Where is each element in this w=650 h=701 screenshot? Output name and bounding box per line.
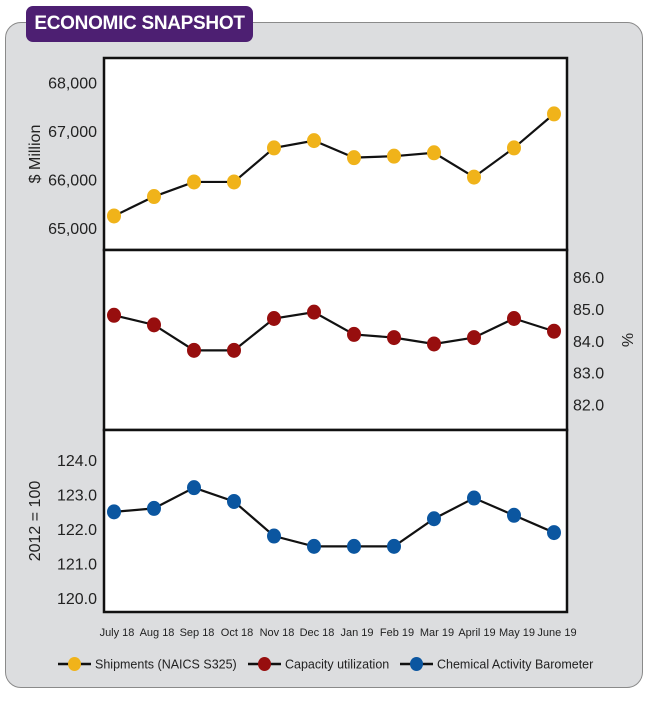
x-tick-label: Oct 18 (221, 627, 253, 639)
data-point (547, 106, 561, 122)
y-tick-label: 82.0 (573, 398, 604, 415)
x-tick-label: Feb 19 (380, 627, 414, 639)
y-tick-label: 86.0 (573, 270, 604, 287)
legend-item-2: Chemical Activity Barometer (400, 657, 593, 672)
y-tick-label: 66,000 (48, 173, 97, 190)
data-point (467, 330, 481, 346)
data-point (427, 145, 441, 161)
series-line-2 (113, 486, 555, 548)
data-point (507, 140, 521, 156)
y-tick-label: 67,000 (48, 124, 97, 141)
data-point (107, 504, 121, 520)
y-tick-label: 124.0 (57, 453, 97, 470)
x-tick-label: Jan 19 (340, 627, 373, 639)
title-tab: ECONOMIC SNAPSHOT (26, 6, 253, 42)
data-point (427, 511, 441, 527)
legend-marker (410, 657, 423, 671)
data-point (227, 493, 241, 509)
series-line-1 (113, 310, 555, 352)
legend-marker (258, 657, 271, 671)
y-tick-label: 68,000 (48, 75, 97, 92)
y-axis-label: $ Million (27, 125, 44, 184)
data-point (307, 304, 321, 320)
x-tick-label: Nov 18 (260, 627, 295, 639)
x-tick-label: May 19 (499, 627, 535, 639)
legend-marker (68, 657, 81, 671)
plot-area-0 (102, 56, 569, 252)
data-point (467, 490, 481, 506)
data-point (387, 538, 401, 554)
data-point (387, 330, 401, 346)
legend-label: Shipments (NAICS S325) (95, 658, 237, 672)
data-point (467, 169, 481, 185)
data-point (347, 150, 361, 166)
data-point (147, 500, 161, 516)
data-point (107, 307, 121, 323)
data-point (307, 538, 321, 554)
data-point (147, 317, 161, 333)
y-tick-label: 85.0 (573, 302, 604, 319)
data-point (267, 528, 281, 544)
x-tick-label: April 19 (458, 627, 495, 639)
data-point (547, 525, 561, 541)
data-point (267, 310, 281, 326)
series-line-0 (113, 113, 555, 217)
data-point (227, 342, 241, 358)
data-point (347, 326, 361, 342)
y-tick-label: 84.0 (573, 334, 604, 351)
data-point (507, 310, 521, 326)
y-tick-label: 121.0 (57, 557, 97, 574)
y-tick-label: 83.0 (573, 366, 604, 383)
data-point (427, 336, 441, 352)
x-tick-label: Sep 18 (180, 627, 215, 639)
y-axis-label: 2012 = 100 (27, 481, 44, 562)
data-point (107, 208, 121, 224)
plot-area-1 (102, 248, 569, 432)
y-tick-label: 122.0 (57, 522, 97, 539)
data-point (227, 174, 241, 190)
legend-item-1: Capacity utilization (248, 657, 389, 672)
data-point (147, 189, 161, 205)
data-point (347, 538, 361, 554)
x-tick-label: Aug 18 (140, 627, 175, 639)
y-tick-label: 123.0 (57, 488, 97, 505)
y-axis-label: % (618, 333, 635, 347)
x-tick-label: July 18 (100, 627, 135, 639)
data-point (307, 133, 321, 149)
data-point (387, 148, 401, 164)
plot-area-2 (102, 428, 569, 614)
y-tick-label: 65,000 (48, 221, 97, 238)
x-tick-label: Mar 19 (420, 627, 454, 639)
data-point (187, 174, 201, 190)
x-tick-label: June 19 (537, 627, 576, 639)
y-tick-label: 120.0 (57, 591, 97, 608)
legend-item-0: Shipments (NAICS S325) (58, 657, 237, 672)
legend-label: Chemical Activity Barometer (437, 658, 593, 672)
x-tick-label: Dec 18 (300, 627, 335, 639)
data-point (267, 140, 281, 156)
data-point (547, 323, 561, 339)
data-point (507, 507, 521, 523)
legend-label: Capacity utilization (285, 658, 389, 672)
data-point (187, 342, 201, 358)
data-point (187, 480, 201, 496)
